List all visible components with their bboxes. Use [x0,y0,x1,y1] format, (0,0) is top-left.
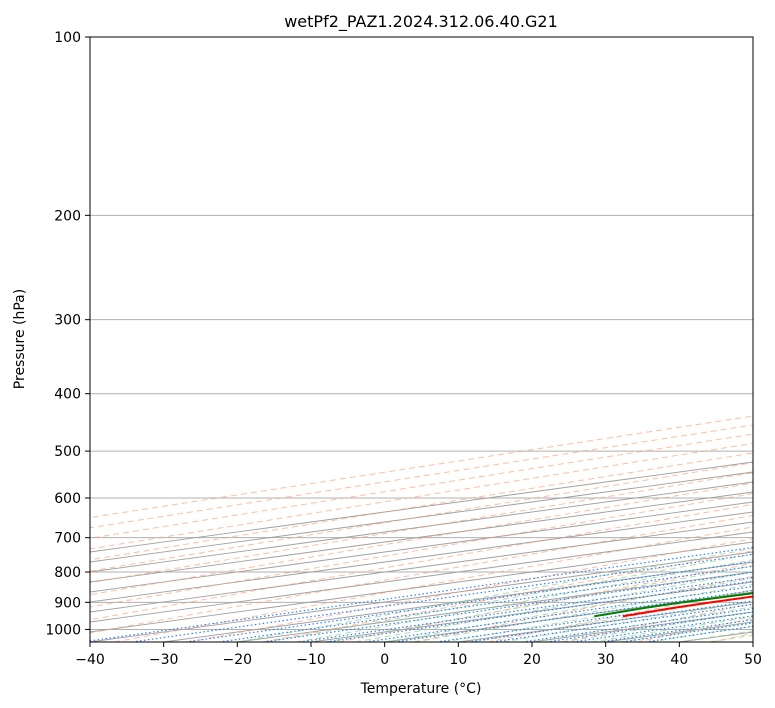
axes: −40 −30 −20 −10 0 10 20 30 40 50 100 200 300 400 500 60… [45,30,762,668]
x-tick-label: 20 [523,652,541,668]
dry-adiabat-line [90,503,753,621]
dry-adiabat-line [338,562,753,642]
y-axis-title: Pressure (hPa) [12,289,28,389]
y-tick-label: 300 [54,313,81,329]
y-tick-label: 500 [54,444,81,460]
isotherm-line [90,521,753,613]
isotherm-line [310,581,753,642]
moist-adiabat-line [266,553,753,642]
x-axis-title: Temperature (°C) [360,681,482,697]
isotherm-line [90,461,753,553]
moist-adiabat-line [561,611,753,642]
x-tick-label: 0 [380,652,389,668]
isotherm-line [752,641,753,642]
y-tick-label: 200 [54,208,81,224]
y-tick-label: 100 [54,30,81,46]
x-tick-label: −30 [149,652,179,668]
isotherm-line [90,551,753,642]
moist-adiabat-line [384,577,753,642]
moist-adiabat-line [472,595,753,642]
x-tick-label: −40 [75,652,105,668]
background-lines [90,37,753,642]
y-tick-label: 800 [54,565,81,581]
y-tick-label: 1000 [45,622,81,638]
y-tick-label: 900 [54,595,81,611]
dry-adiabat-line [90,514,753,634]
dry-adiabat-line [263,550,753,642]
mixing-ratio-line [365,585,753,642]
isotherm-line [90,481,753,573]
moist-adiabat-line [620,621,753,642]
series-layer [594,592,753,618]
moist-adiabat-line [296,559,753,642]
moist-adiabat-line [325,565,753,642]
dry-adiabat-line [90,462,753,572]
moist-adiabat-line [649,625,753,642]
moist-adiabat-line [355,571,753,642]
isotherm-line [90,471,753,563]
isotherm-line [90,531,753,623]
mixing-ratio-line [546,611,753,642]
isotherm-line [90,501,753,593]
isotherm-line [531,611,753,642]
x-tick-label: −20 [223,652,253,668]
dewpoint-line [594,592,753,618]
dry-adiabat-line [412,575,753,642]
x-tick-label: 40 [670,652,688,668]
dry-adiabat-line [90,493,753,608]
mixing-ratio-line [492,603,753,642]
mixing-ratio-line [394,589,753,642]
dry-adiabat-line [711,632,753,642]
dry-adiabat-line [562,603,753,642]
dry-adiabat-line [90,452,753,561]
x-tick-label: 10 [449,652,467,668]
dry-adiabat-line [636,617,753,642]
y-tick-label: 600 [54,491,81,507]
isotherm-line [90,541,753,633]
chart-title: wetPf2_PAZ1.2024.312.06.40.G21 [284,12,558,32]
isotherm-line [384,591,753,642]
moist-adiabat-line [237,547,753,642]
mixing-ratio-line [325,580,753,642]
plot-frame [89,36,754,643]
x-tick-label: −10 [296,652,326,668]
y-tick-label: 700 [54,531,81,547]
isotherm-line [90,491,753,583]
x-tick-label: 50 [744,652,762,668]
isotherm-line [679,631,753,642]
x-tick-label: 30 [597,652,615,668]
moist-adiabat-line [443,589,753,642]
mixing-ratio-line [299,576,753,642]
y-tick-label: 400 [54,387,81,403]
moist-adiabat-line [531,606,753,642]
moist-adiabat-line [679,630,753,642]
dry-adiabat-line [487,589,753,642]
